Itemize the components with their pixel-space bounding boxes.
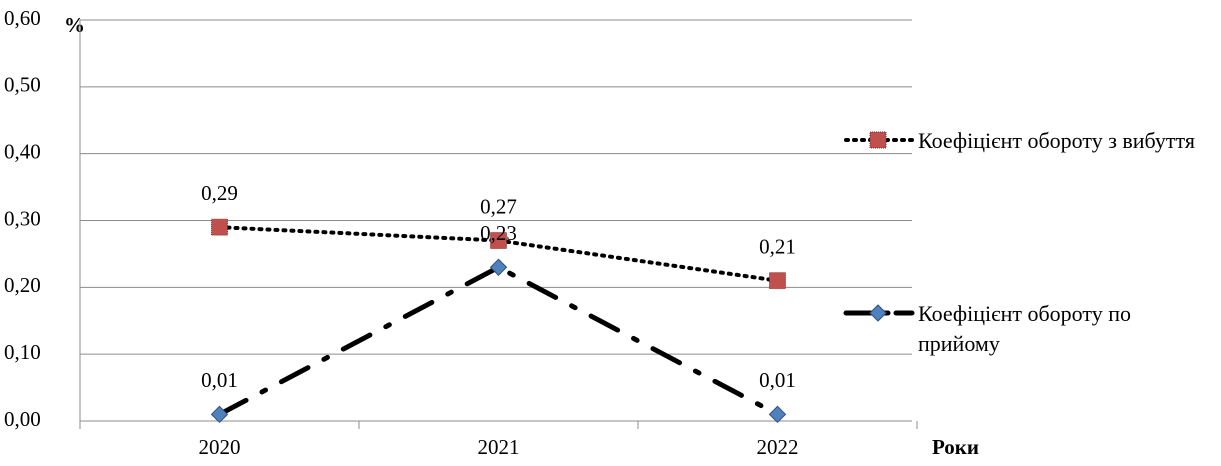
- legend-marker: [869, 131, 887, 149]
- y-tick-label: 0,50: [4, 73, 41, 97]
- legend-marker: [869, 304, 887, 322]
- y-tick-label: 0,00: [4, 407, 41, 431]
- legend-label: Коефіцієнт обороту по прийому: [918, 301, 1131, 356]
- data-label: 0,23: [480, 221, 517, 245]
- data-label: 0,29: [201, 181, 238, 205]
- y-tick-label: 0,30: [4, 206, 41, 230]
- x-tick-label: 2022: [757, 435, 799, 459]
- y-unit: %: [64, 13, 85, 37]
- series-line: [217, 264, 780, 417]
- data-point: [768, 405, 787, 424]
- x-tick-label: 2021: [478, 435, 520, 459]
- legend-label: Коефіцієнт обороту з вибуття: [918, 128, 1195, 153]
- data-label: 0,01: [759, 368, 796, 392]
- x-tick-label: 2020: [199, 435, 241, 459]
- data-point: [210, 405, 229, 424]
- data-point: [769, 272, 786, 290]
- y-tick-label: 0,20: [4, 273, 41, 297]
- data-point: [490, 232, 507, 250]
- data-label: 0,27: [480, 194, 517, 218]
- data-point: [211, 218, 228, 236]
- y-tick-label: 0,40: [4, 139, 41, 163]
- data-label: 0,21: [759, 234, 796, 258]
- data-label: 0,01: [201, 368, 238, 392]
- y-tick-label: 0,60: [4, 6, 41, 30]
- x-axis-label: Роки: [932, 435, 979, 459]
- data-point: [489, 258, 508, 276]
- y-tick-label: 0,10: [4, 340, 41, 364]
